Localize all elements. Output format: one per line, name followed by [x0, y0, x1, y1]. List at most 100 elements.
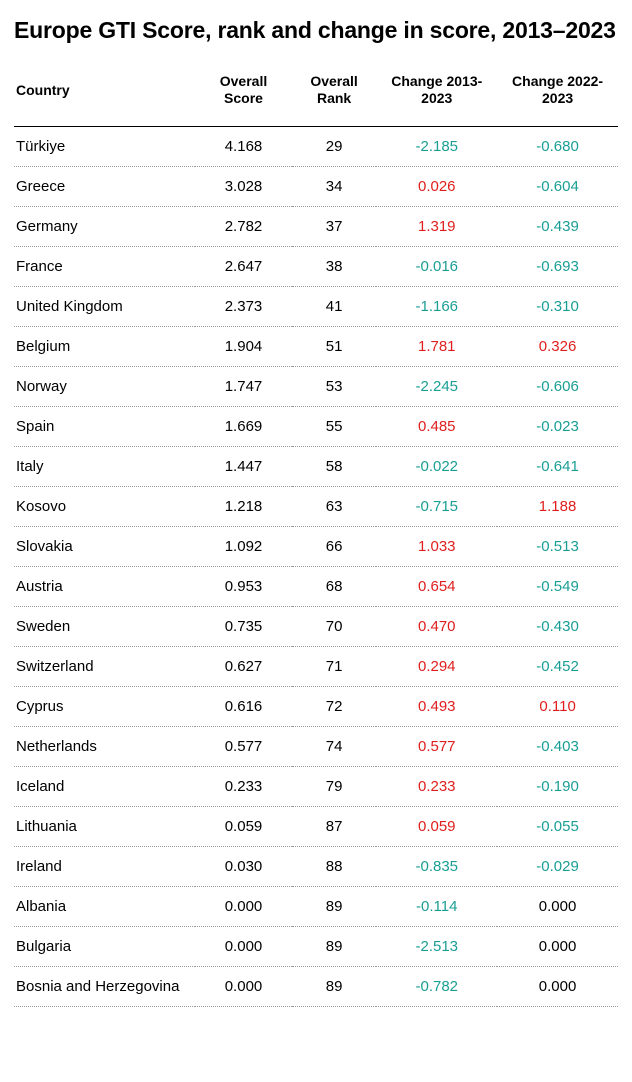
table-row: Iceland0.233790.233-0.190	[14, 766, 618, 806]
table-row: Belgium1.904511.7810.326	[14, 326, 618, 366]
cell-change-2013-2023: -0.715	[376, 486, 497, 526]
cell-change-2022-2023: -0.641	[497, 446, 618, 486]
cell-country: Switzerland	[14, 646, 195, 686]
cell-change-2022-2023: -0.604	[497, 166, 618, 206]
cell-country: Slovakia	[14, 526, 195, 566]
table-row: Slovakia1.092661.033-0.513	[14, 526, 618, 566]
cell-score: 0.735	[195, 606, 292, 646]
cell-country: Sweden	[14, 606, 195, 646]
cell-change-2013-2023: 0.493	[376, 686, 497, 726]
cell-score: 1.092	[195, 526, 292, 566]
cell-change-2013-2023: -0.016	[376, 246, 497, 286]
cell-change-2022-2023: -0.606	[497, 366, 618, 406]
cell-country: Netherlands	[14, 726, 195, 766]
col-header-change1: Change 2013-2023	[376, 63, 497, 127]
cell-change-2013-2023: -2.185	[376, 126, 497, 166]
cell-change-2013-2023: -2.513	[376, 926, 497, 966]
cell-change-2013-2023: 0.233	[376, 766, 497, 806]
table-row: Sweden0.735700.470-0.430	[14, 606, 618, 646]
cell-score: 0.233	[195, 766, 292, 806]
cell-rank: 58	[292, 446, 377, 486]
cell-score: 4.168	[195, 126, 292, 166]
cell-change-2022-2023: 0.000	[497, 886, 618, 926]
cell-rank: 71	[292, 646, 377, 686]
table-row: Netherlands0.577740.577-0.403	[14, 726, 618, 766]
cell-score: 1.904	[195, 326, 292, 366]
cell-change-2022-2023: -0.055	[497, 806, 618, 846]
cell-rank: 87	[292, 806, 377, 846]
cell-change-2022-2023: -0.029	[497, 846, 618, 886]
cell-score: 0.000	[195, 966, 292, 1006]
cell-change-2022-2023: 0.000	[497, 926, 618, 966]
cell-score: 0.000	[195, 886, 292, 926]
table-row: Italy1.44758-0.022-0.641	[14, 446, 618, 486]
cell-change-2013-2023: 0.059	[376, 806, 497, 846]
cell-country: Italy	[14, 446, 195, 486]
cell-change-2013-2023: 0.654	[376, 566, 497, 606]
cell-change-2013-2023: -0.782	[376, 966, 497, 1006]
table-row: Austria0.953680.654-0.549	[14, 566, 618, 606]
cell-change-2022-2023: -0.403	[497, 726, 618, 766]
table-row: Türkiye4.16829-2.185-0.680	[14, 126, 618, 166]
cell-score: 0.616	[195, 686, 292, 726]
col-header-score: Overall Score	[195, 63, 292, 127]
cell-rank: 74	[292, 726, 377, 766]
cell-country: France	[14, 246, 195, 286]
cell-change-2013-2023: 0.294	[376, 646, 497, 686]
cell-rank: 29	[292, 126, 377, 166]
cell-country: Germany	[14, 206, 195, 246]
cell-rank: 68	[292, 566, 377, 606]
cell-change-2022-2023: -0.452	[497, 646, 618, 686]
cell-rank: 79	[292, 766, 377, 806]
cell-rank: 38	[292, 246, 377, 286]
cell-score: 0.000	[195, 926, 292, 966]
cell-rank: 34	[292, 166, 377, 206]
cell-change-2013-2023: -2.245	[376, 366, 497, 406]
cell-country: Cyprus	[14, 686, 195, 726]
cell-rank: 66	[292, 526, 377, 566]
cell-change-2022-2023: -0.023	[497, 406, 618, 446]
cell-score: 0.953	[195, 566, 292, 606]
cell-rank: 72	[292, 686, 377, 726]
cell-country: United Kingdom	[14, 286, 195, 326]
cell-change-2013-2023: 0.577	[376, 726, 497, 766]
cell-rank: 88	[292, 846, 377, 886]
cell-change-2022-2023: -0.310	[497, 286, 618, 326]
table-row: Switzerland0.627710.294-0.452	[14, 646, 618, 686]
cell-rank: 41	[292, 286, 377, 326]
cell-score: 2.373	[195, 286, 292, 326]
cell-country: Belgium	[14, 326, 195, 366]
cell-change-2013-2023: 0.026	[376, 166, 497, 206]
cell-change-2013-2023: 0.485	[376, 406, 497, 446]
table-row: Albania0.00089-0.1140.000	[14, 886, 618, 926]
cell-score: 1.447	[195, 446, 292, 486]
cell-score: 2.782	[195, 206, 292, 246]
cell-score: 0.059	[195, 806, 292, 846]
cell-rank: 89	[292, 966, 377, 1006]
table-row: Ireland0.03088-0.835-0.029	[14, 846, 618, 886]
cell-country: Bosnia and Herzegovina	[14, 966, 195, 1006]
table-row: Bulgaria0.00089-2.5130.000	[14, 926, 618, 966]
cell-score: 0.627	[195, 646, 292, 686]
cell-score: 2.647	[195, 246, 292, 286]
cell-change-2013-2023: 1.781	[376, 326, 497, 366]
cell-country: Türkiye	[14, 126, 195, 166]
cell-change-2013-2023: 1.319	[376, 206, 497, 246]
cell-change-2022-2023: -0.513	[497, 526, 618, 566]
cell-rank: 70	[292, 606, 377, 646]
cell-change-2022-2023: -0.693	[497, 246, 618, 286]
table-row: Kosovo1.21863-0.7151.188	[14, 486, 618, 526]
table-row: Greece3.028340.026-0.604	[14, 166, 618, 206]
cell-country: Lithuania	[14, 806, 195, 846]
table-row: United Kingdom2.37341-1.166-0.310	[14, 286, 618, 326]
cell-country: Spain	[14, 406, 195, 446]
cell-score: 1.669	[195, 406, 292, 446]
table-row: Lithuania0.059870.059-0.055	[14, 806, 618, 846]
cell-change-2013-2023: -0.835	[376, 846, 497, 886]
table-header-row: Country Overall Score Overall Rank Chang…	[14, 63, 618, 127]
cell-change-2013-2023: 0.470	[376, 606, 497, 646]
cell-country: Norway	[14, 366, 195, 406]
cell-rank: 55	[292, 406, 377, 446]
cell-rank: 89	[292, 886, 377, 926]
cell-country: Greece	[14, 166, 195, 206]
